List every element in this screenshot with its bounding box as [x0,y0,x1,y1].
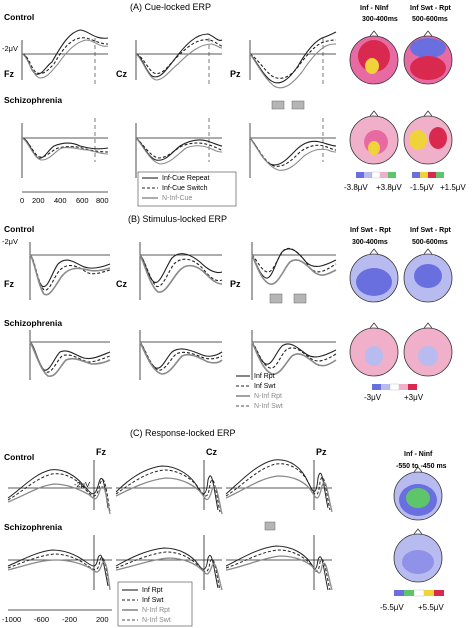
section-c-map-window: -550 to -450 ms [396,463,447,470]
section-b-legend-item-3: N-Inf Rpt [254,393,282,400]
section-b-scalp-map-scz-1 [349,322,399,377]
section-a-amp-label: -2μV [2,44,18,53]
section-a-colorbar-2 [412,172,444,178]
section-c-xtick-4: 200 [96,615,109,624]
section-c-scalp-map-control [393,466,443,521]
section-c-electrode-pz: Pz [316,447,327,457]
section-c-xtick-2: -600 [34,615,49,624]
section-b-significance-box-2 [293,293,307,304]
section-a-map1-window: 300-400ms [362,16,398,23]
section-a-traces [21,29,337,171]
section-c-scale-max: +5.5μV [418,603,444,612]
section-a-legend-item-3: N-Inf-Cue [162,195,192,202]
section-a-electrode-cz: Cz [116,69,127,79]
section-a-xtick-800: 800 [96,196,109,205]
section-c-xtick-1: -1000 [2,615,21,624]
section-a-title: (A) Cue-locked ERP [130,2,211,12]
section-b-group-control: Control [4,224,34,234]
section-b-scalp-map-control-1 [349,248,399,303]
section-a-group-schizophrenia: Schizophrenia [4,95,62,105]
section-a-electrode-fz: Fz [4,69,14,79]
section-c-scalp-map-scz [393,528,443,583]
section-c-significance-box [264,521,276,531]
section-c-map-label: Inf - Ninf [404,451,433,458]
section-b-map2-label: Inf Swt - Rpt [410,227,451,234]
section-b-scale-min: -3μV [364,393,382,402]
section-c-electrode-cz: Cz [206,447,217,457]
section-b-map2-window: 500-600ms [412,239,448,246]
section-c-legend-item-1: Inf Rpt [142,587,163,594]
section-c-traces [7,459,333,591]
section-b-map1-window: 300-400ms [352,239,388,246]
section-b-electrode-fz: Fz [4,279,14,289]
section-a-significance-box-2 [291,100,305,110]
section-c-legend-item-3: N-Inf Rpt [142,607,170,614]
section-c-title: (C) Response-locked ERP [130,428,236,438]
section-a-group-control: Control [4,12,34,22]
section-b-electrode-cz: Cz [116,279,127,289]
section-a-legend-item-1: Inf-Cue Repeat [162,175,210,182]
section-a-xtick-400: 400 [54,196,67,205]
section-a-scale2-min: -1.5μV [410,183,434,192]
section-b-map1-label: Inf Swt - Rpt [350,227,391,234]
section-a-scalp-map-control-2 [403,30,453,85]
section-a-map1-label: Inf - NInf [360,5,389,12]
section-a-xtick-200: 200 [32,196,45,205]
section-a-map2-window: 500-600ms [412,16,448,23]
section-a-scalp-map-scz-2 [403,110,453,165]
section-a-map2-label: Inf Swt - Rpt [410,5,451,12]
section-a-electrode-pz: Pz [230,69,241,79]
section-c-amp-label: -2μV [74,480,90,489]
section-a-cue-markers [94,38,324,162]
section-b-amp-label: -2μV [2,237,18,246]
section-c-legend-item-4: N-Inf Swt [142,617,171,624]
section-a-legend: Inf-Cue Repeat Inf-Cue Switch N-Inf-Cue [137,171,237,207]
section-c-legend-item-2: Inf Swt [142,597,163,604]
section-c-group-control: Control [4,452,34,462]
section-b-scalp-map-control-2 [403,248,453,303]
section-c-xtick-3: -200 [62,615,77,624]
section-a-scale2-max: +1.5μV [440,183,466,192]
section-a-significance-box-1 [271,100,285,110]
section-c-colorbar [394,589,444,597]
section-a-scalp-map-scz-1 [349,110,399,165]
section-b-legend-item-2: Inf Swt [254,383,275,390]
section-a-control-axes [21,40,336,178]
section-b-group-schizophrenia: Schizophrenia [4,318,62,328]
section-b-traces [29,248,337,377]
section-c-scale-min: -5.5μV [380,603,404,612]
section-b-scale-max: +3μV [404,393,424,402]
section-b-legend-item-1: Inf Rpt [254,373,275,380]
section-b-electrode-pz: Pz [230,279,241,289]
section-c-group-schizophrenia: Schizophrenia [4,522,62,532]
section-b-legend-item-4: N-Inf Swt [254,403,283,410]
section-c-axes [8,460,332,590]
section-a-scale1-max: +3.8μV [376,183,402,192]
section-a-legend-item-2: Inf-Cue Switch [162,185,208,192]
section-b-scalp-map-scz-2 [403,322,453,377]
section-a-colorbar-1 [356,171,396,179]
section-b-axes [29,242,336,380]
section-b-legend: Inf Rpt Inf Swt N-Inf Rpt N-Inf Swt [236,373,283,410]
section-b-title: (B) Stimulus-locked ERP [128,214,227,224]
section-a-scale1-min: -3.8μV [344,183,368,192]
section-c-electrode-fz: Fz [96,447,106,457]
section-b-colorbar [372,383,417,391]
section-a-xtick-0: 0 [20,196,24,205]
section-a-xtick-600: 600 [76,196,89,205]
section-b-significance-box-1 [269,293,283,304]
section-c-legend: Inf Rpt Inf Swt N-Inf Rpt N-Inf Swt [117,581,193,627]
section-a-scalp-map-control-1 [349,30,399,85]
